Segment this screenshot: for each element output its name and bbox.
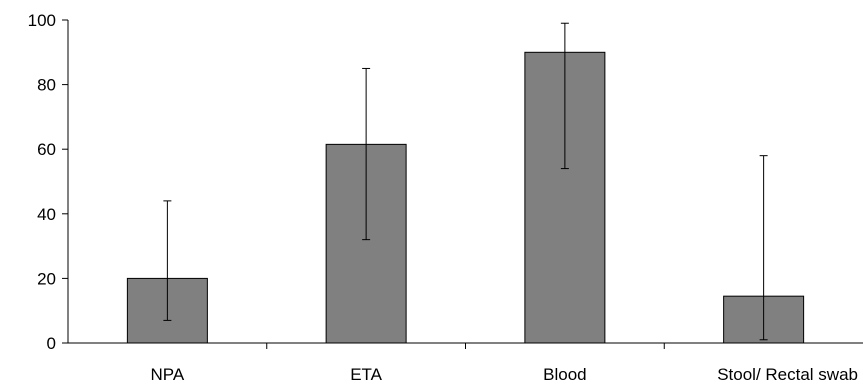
y-tick-label: 60 <box>37 140 56 159</box>
y-axis: 0 20 40 60 80 100 <box>28 11 69 353</box>
bars <box>126 22 805 344</box>
x-tick-label: NPA <box>151 365 185 384</box>
y-tick-label: 20 <box>37 269 56 288</box>
y-tick-label: 0 <box>47 334 56 353</box>
x-tick-label: Blood <box>543 365 586 384</box>
x-tick-label: ETA <box>350 365 382 384</box>
x-tick-label: Stool/ Rectal swab <box>717 365 858 384</box>
y-tick-label: 80 <box>37 76 56 95</box>
y-tick-label: 40 <box>37 205 56 224</box>
y-tick-label: 100 <box>28 11 56 30</box>
x-axis: NPA ETA Blood Stool/ Rectal swab <box>68 342 863 384</box>
